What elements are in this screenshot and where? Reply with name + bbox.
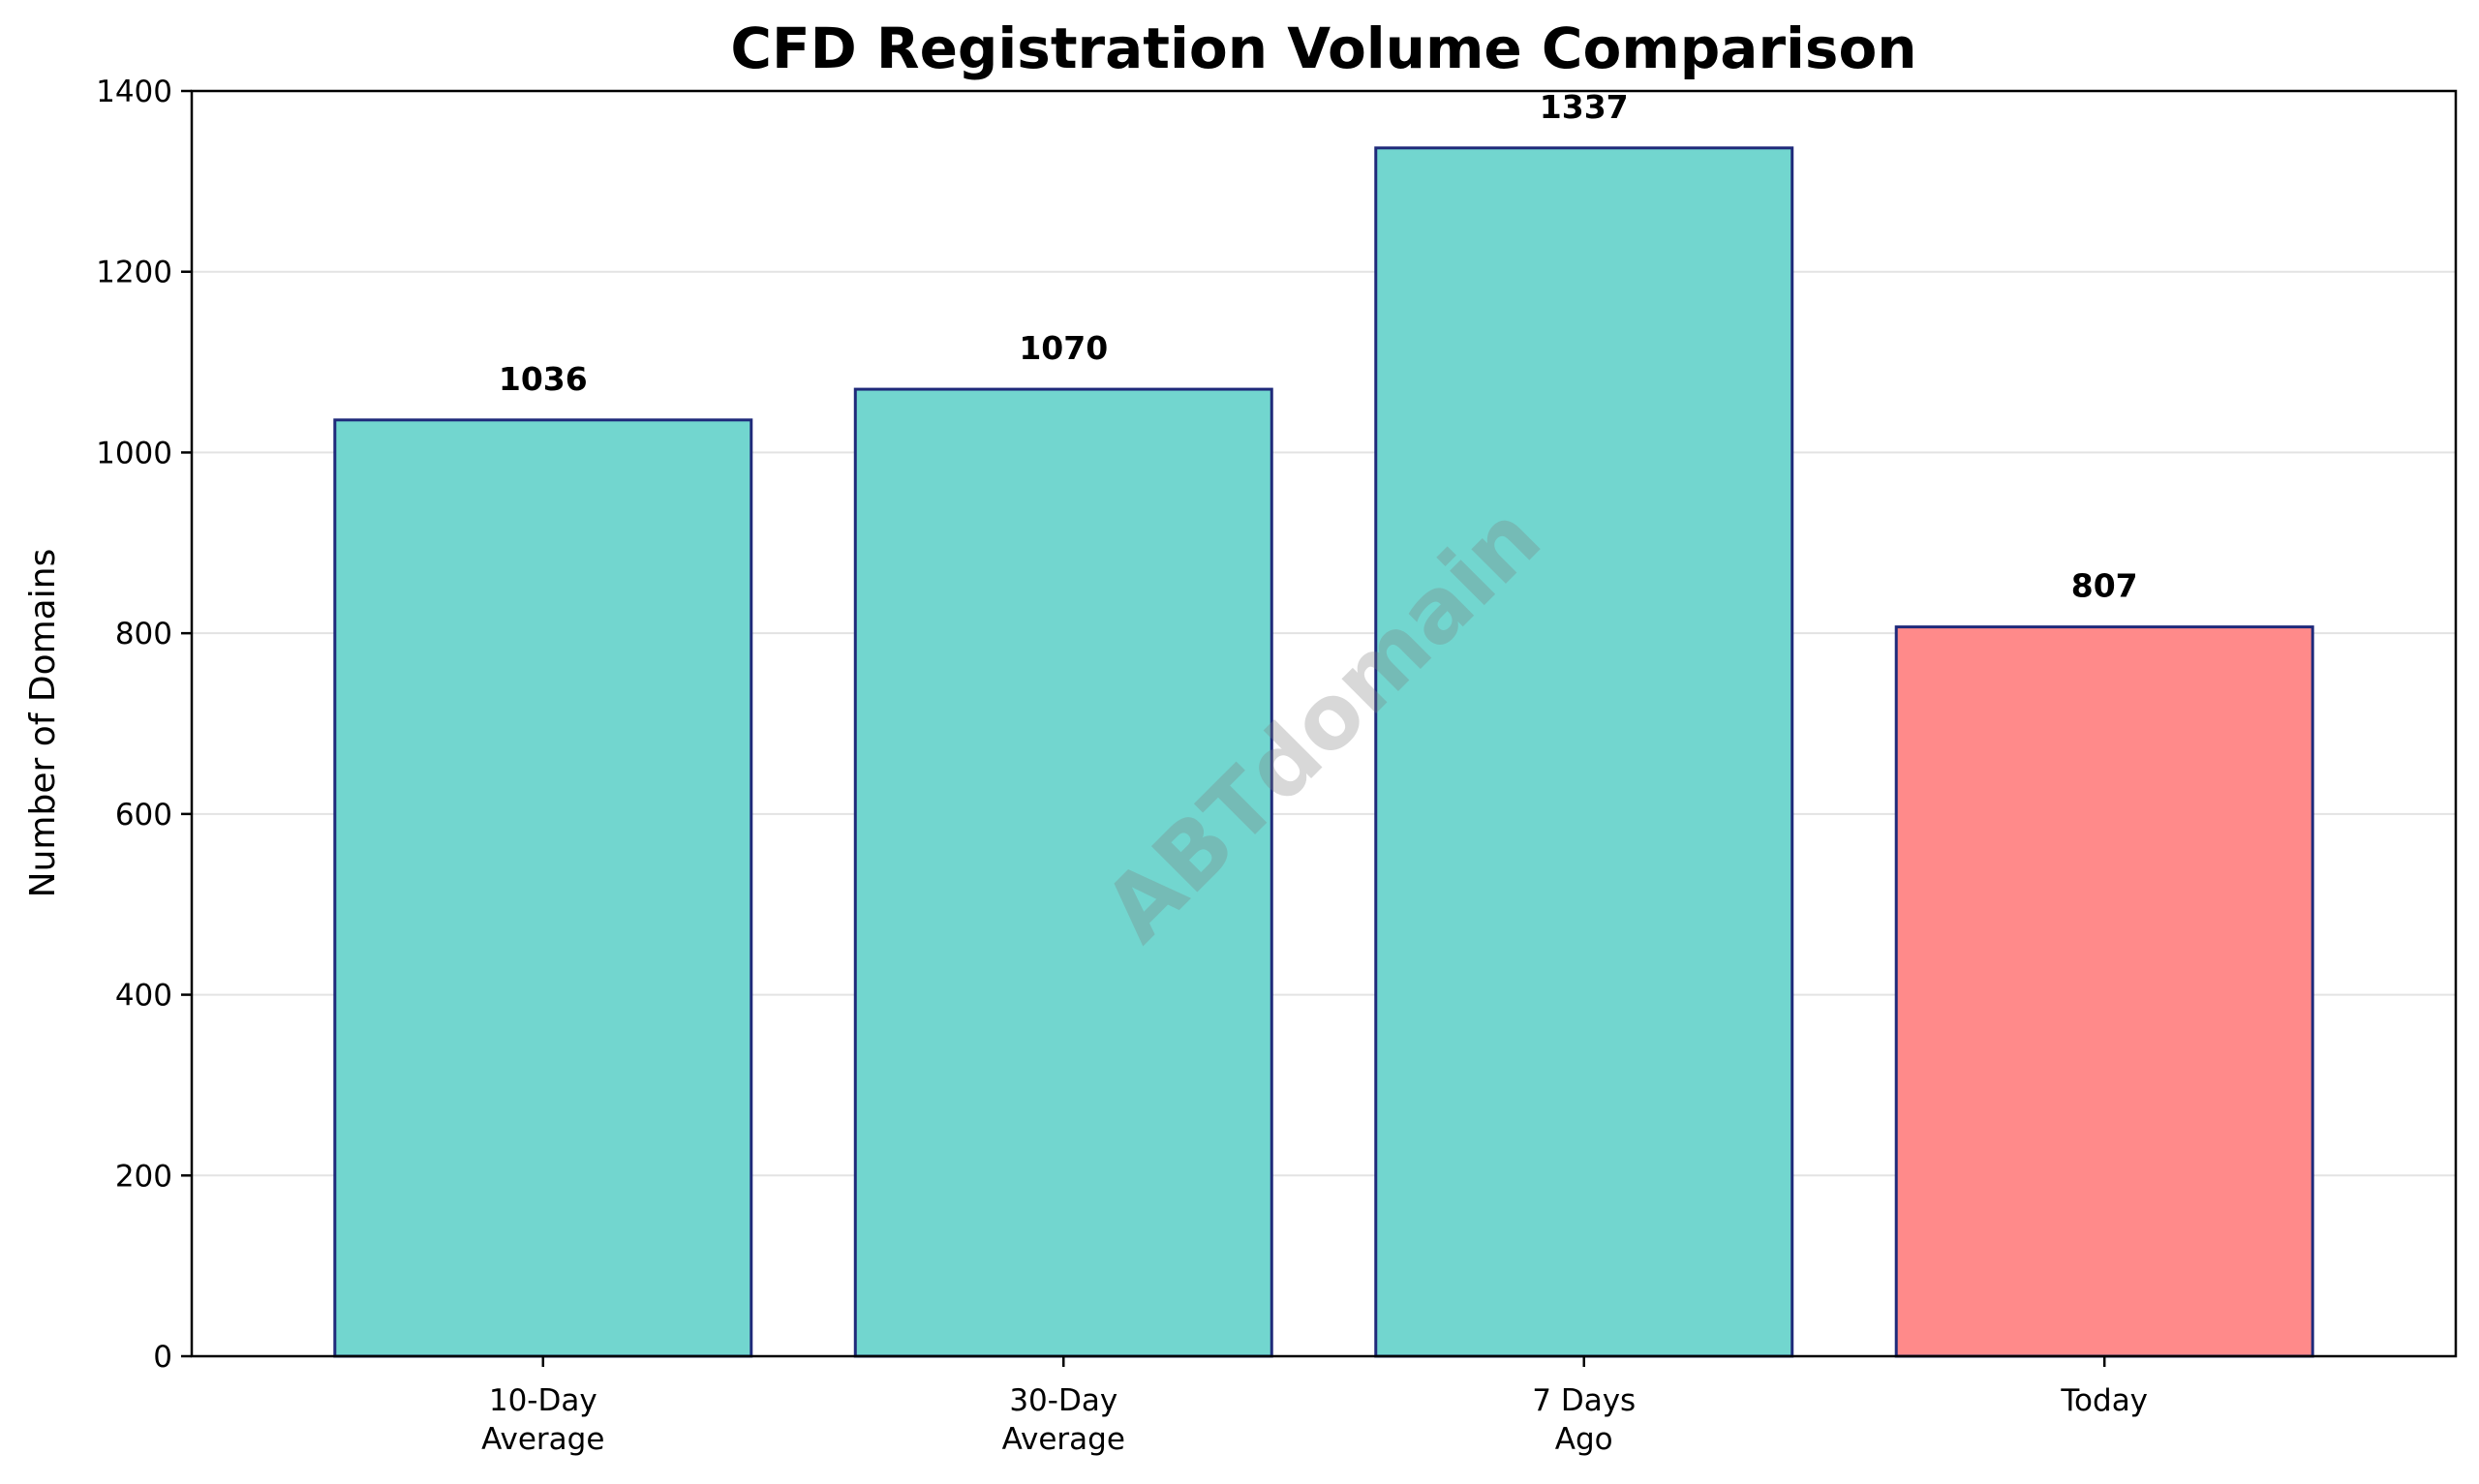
x-axis: 10-Day Average 30-Day Average 7 Days Ago Today	[481, 1356, 2148, 1457]
bar	[333, 418, 753, 1358]
value-labels: 1036 1070 1337 807	[499, 88, 2138, 605]
bar-value-label: 1036	[499, 360, 588, 398]
x-tick-label-line: 10-Day	[489, 1383, 597, 1418]
x-tick-label-line: 30-Day	[1009, 1383, 1117, 1418]
bar	[853, 387, 1273, 1358]
x-tick-label-line: Ago	[1555, 1422, 1613, 1457]
bar	[1374, 146, 1794, 1358]
y-tick-label: 0	[153, 1340, 172, 1375]
y-tick-label: 400	[115, 979, 172, 1014]
x-tick-label-line: Average	[1002, 1422, 1125, 1457]
bar	[1894, 625, 2314, 1358]
x-tick-label: 10-Day Average	[481, 1383, 604, 1457]
bar-value-label: 807	[2071, 567, 2138, 605]
x-tick-label: Today	[2060, 1383, 2148, 1418]
y-tick-label: 1000	[96, 436, 172, 470]
x-tick-label: 30-Day Average	[1002, 1383, 1125, 1457]
bar-value-label: 1070	[1019, 329, 1108, 367]
chart-title: CFD Registration Volume Comparison	[730, 15, 1916, 81]
x-tick-label: 7 Days Ago	[1532, 1383, 1636, 1457]
plot-frame	[190, 89, 2458, 1358]
y-tick-label: 800	[115, 617, 172, 651]
y-tick-label: 1400	[96, 75, 172, 109]
bars	[333, 146, 2314, 1358]
x-tick-label-line: 7 Days	[1532, 1383, 1636, 1418]
x-tick-label-line: Average	[481, 1422, 604, 1457]
x-tick-label-line: Today	[2060, 1383, 2148, 1418]
y-tick-label: 600	[115, 798, 172, 833]
bar-value-label: 1337	[1540, 88, 1629, 126]
y-axis-title: Number of Domains	[23, 549, 63, 898]
y-tick-label: 200	[115, 1159, 172, 1194]
y-axis: 0 200 400 600 800 1000 1200 1400	[96, 75, 192, 1375]
y-tick-label: 1200	[96, 256, 172, 290]
